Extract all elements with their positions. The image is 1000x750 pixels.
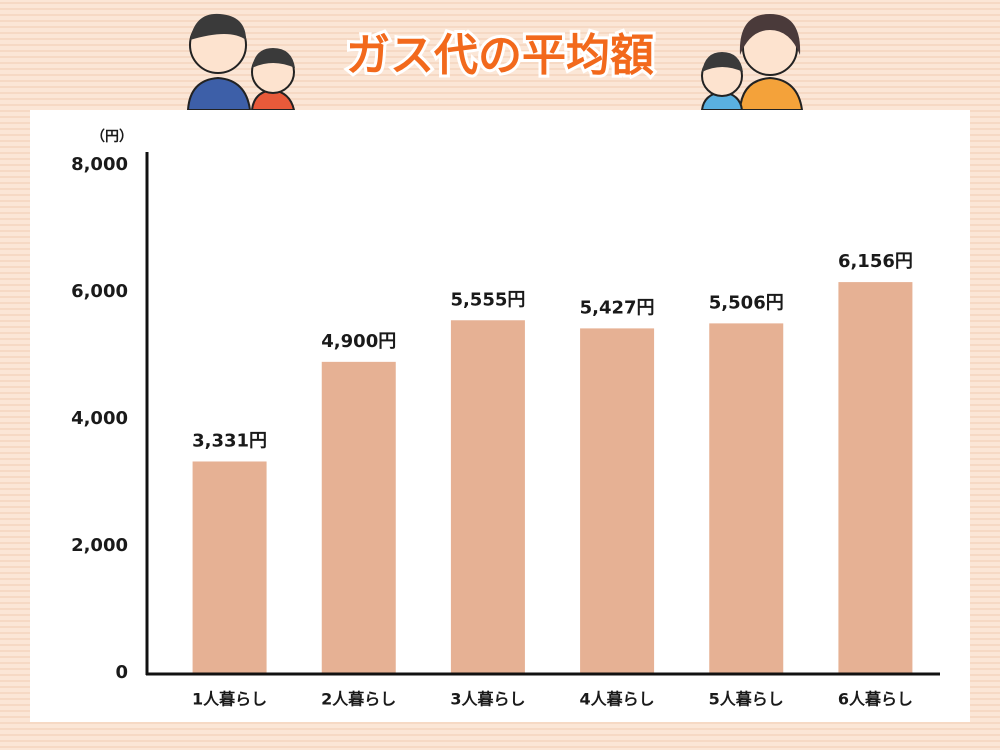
y-tick-label: 4,000 xyxy=(71,408,128,429)
bar xyxy=(709,323,784,673)
value-label: 6,156円 xyxy=(838,251,913,272)
x-tick-label: 4人暮らし xyxy=(580,690,655,709)
bar xyxy=(450,320,525,673)
value-label: 5,555円 xyxy=(450,289,525,310)
chart-title: ガス代の平均額 xyxy=(346,30,654,81)
x-tick-label: 1人暮らし xyxy=(192,690,267,709)
value-label: 3,331円 xyxy=(192,430,267,451)
y-tick-label: 6,000 xyxy=(71,281,128,302)
illustration-right xyxy=(700,14,804,111)
x-tick-label: 5人暮らし xyxy=(709,690,784,709)
x-tick-label: 6人暮らし xyxy=(838,690,913,709)
value-label: 5,506円 xyxy=(709,292,784,313)
y-tick-label: 0 xyxy=(115,662,128,683)
bar xyxy=(192,461,267,673)
illustration-left xyxy=(186,13,296,111)
bar xyxy=(321,361,396,673)
bar xyxy=(838,282,913,673)
y-tick-label: 8,000 xyxy=(71,154,128,175)
bar xyxy=(580,328,655,673)
value-label: 5,427円 xyxy=(580,297,655,318)
y-axis-label: （円） xyxy=(91,129,133,145)
value-label: 4,900円 xyxy=(321,331,396,352)
x-tick-label: 2人暮らし xyxy=(321,690,396,709)
y-tick-label: 2,000 xyxy=(71,535,128,556)
x-tick-label: 3人暮らし xyxy=(450,690,525,709)
